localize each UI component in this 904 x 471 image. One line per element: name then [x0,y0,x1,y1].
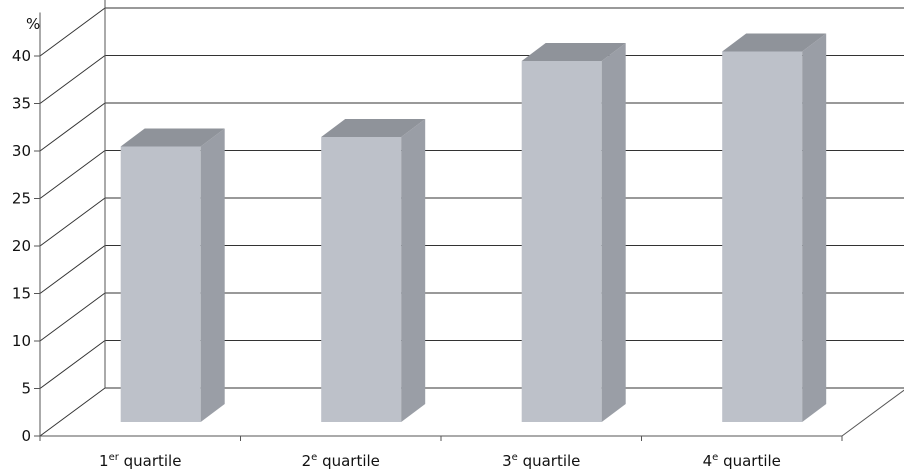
gridline-diagonal [39,197,106,247]
gridline-diagonal [39,102,106,152]
x-category-label: 3e quartile [502,452,580,470]
x-category-label: 1er quartile [99,452,181,470]
bar-front [321,137,402,422]
bar-front [722,51,803,422]
bar-top [321,119,426,137]
y-tick-label: 40 [12,47,31,65]
y-unit-label: % [26,15,40,33]
gridline-diagonal [39,150,106,199]
bar-top [120,128,225,147]
axis-layer [34,0,904,441]
bar-side [601,43,626,422]
bar-side [401,119,426,422]
gridline-diagonal [39,55,106,104]
gridline-diagonal [39,292,106,342]
label-layer: 0 5 10 15 20 25 30 35 40% 1er quartile 2e quartile… [12,15,781,470]
x-category-label: 2e quartile [302,452,380,470]
bar-side [200,128,225,422]
y-tick-label: 25 [12,190,31,208]
y-tick-label: 5 [21,380,31,398]
bar [521,43,626,422]
floor-right-edge [841,389,904,437]
y-tick-label: 35 [12,95,31,113]
gridline-diagonal [39,387,106,437]
x-category-label: 4e quartile [703,452,781,470]
bar [120,128,225,422]
bar-front [521,61,602,422]
y-tick-label: 10 [12,332,31,350]
bar [321,119,426,422]
bar [722,33,827,422]
gridline-diagonal [39,245,106,294]
y-tick-label: 15 [12,285,31,303]
bar-side [802,33,827,422]
y-tick-label: 0 [21,427,31,445]
gridline-diagonal [39,7,106,57]
bar-front [120,146,201,422]
y-tick-label: 20 [12,237,31,255]
bar-top [521,43,626,61]
bar-layer [120,33,827,422]
gridline-diagonal [39,340,106,389]
y-tick-label: 30 [12,142,31,160]
bar-top [722,33,827,52]
